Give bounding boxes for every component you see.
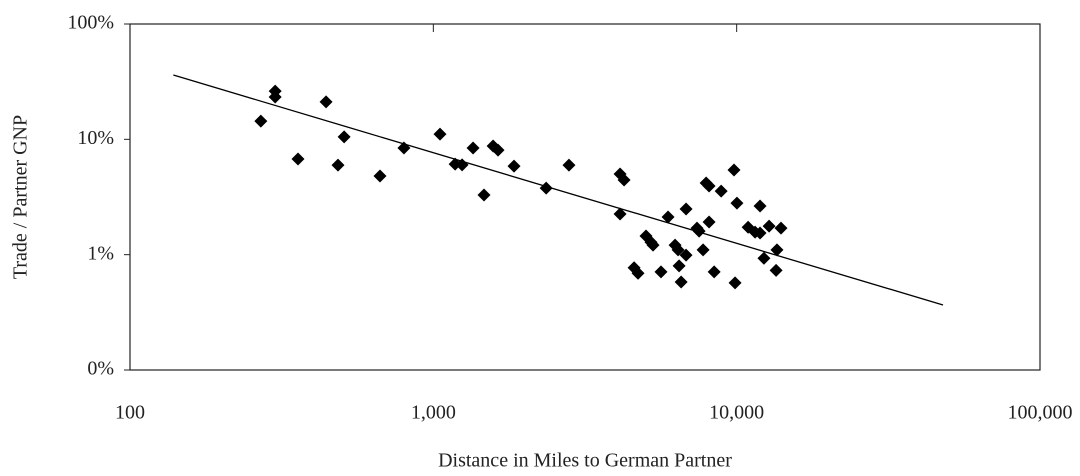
data-point (696, 243, 710, 257)
data-point (254, 114, 268, 128)
y-axis-title: Trade / Partner GNP (10, 115, 32, 279)
data-point (674, 275, 688, 289)
data-point (714, 184, 728, 198)
data-point (477, 188, 491, 202)
plot-frame (129, 23, 1041, 371)
y-tick-label: 10% (77, 127, 114, 149)
data-point (455, 158, 469, 172)
data-point (757, 251, 771, 265)
data-point (702, 179, 716, 193)
data-point (661, 210, 675, 224)
data-point (679, 202, 693, 216)
x-axis-title: Distance in Miles to German Partner (438, 450, 732, 472)
data-point (727, 163, 741, 177)
data-point (762, 219, 776, 233)
data-point (654, 265, 668, 279)
data-point (291, 152, 305, 166)
data-point (753, 226, 767, 240)
data-point (539, 181, 553, 195)
data-point (466, 141, 480, 155)
data-point (268, 90, 282, 104)
data-point (770, 243, 784, 257)
data-point (769, 263, 783, 277)
data-point (331, 158, 345, 172)
data-point (774, 221, 788, 235)
y-tick-label: 1% (87, 242, 114, 264)
data-point (617, 173, 631, 187)
trend-line (173, 74, 944, 306)
data-point (702, 215, 716, 229)
data-point (397, 141, 411, 155)
y-tick-label: 100% (67, 12, 114, 34)
data-point (337, 130, 351, 144)
x-tick-label: 100,000 (1008, 402, 1073, 424)
y-tick-label: 0% (87, 358, 114, 380)
data-point (671, 243, 685, 257)
data-point (507, 159, 521, 173)
data-point (433, 127, 447, 141)
data-point (613, 207, 627, 221)
x-tick-label: 1,000 (411, 402, 456, 424)
data-point (679, 248, 693, 262)
data-point (730, 196, 744, 210)
data-point (728, 276, 742, 290)
data-point (319, 95, 333, 109)
data-point (707, 265, 721, 279)
data-point (491, 143, 505, 157)
data-point (631, 266, 645, 280)
data-point (672, 259, 686, 273)
data-point (562, 158, 576, 172)
x-tick-label: 10,000 (709, 402, 764, 424)
data-point (373, 169, 387, 183)
data-point (646, 238, 660, 252)
x-tick-label: 100 (115, 402, 145, 424)
data-point (692, 224, 706, 238)
data-point (753, 199, 767, 213)
